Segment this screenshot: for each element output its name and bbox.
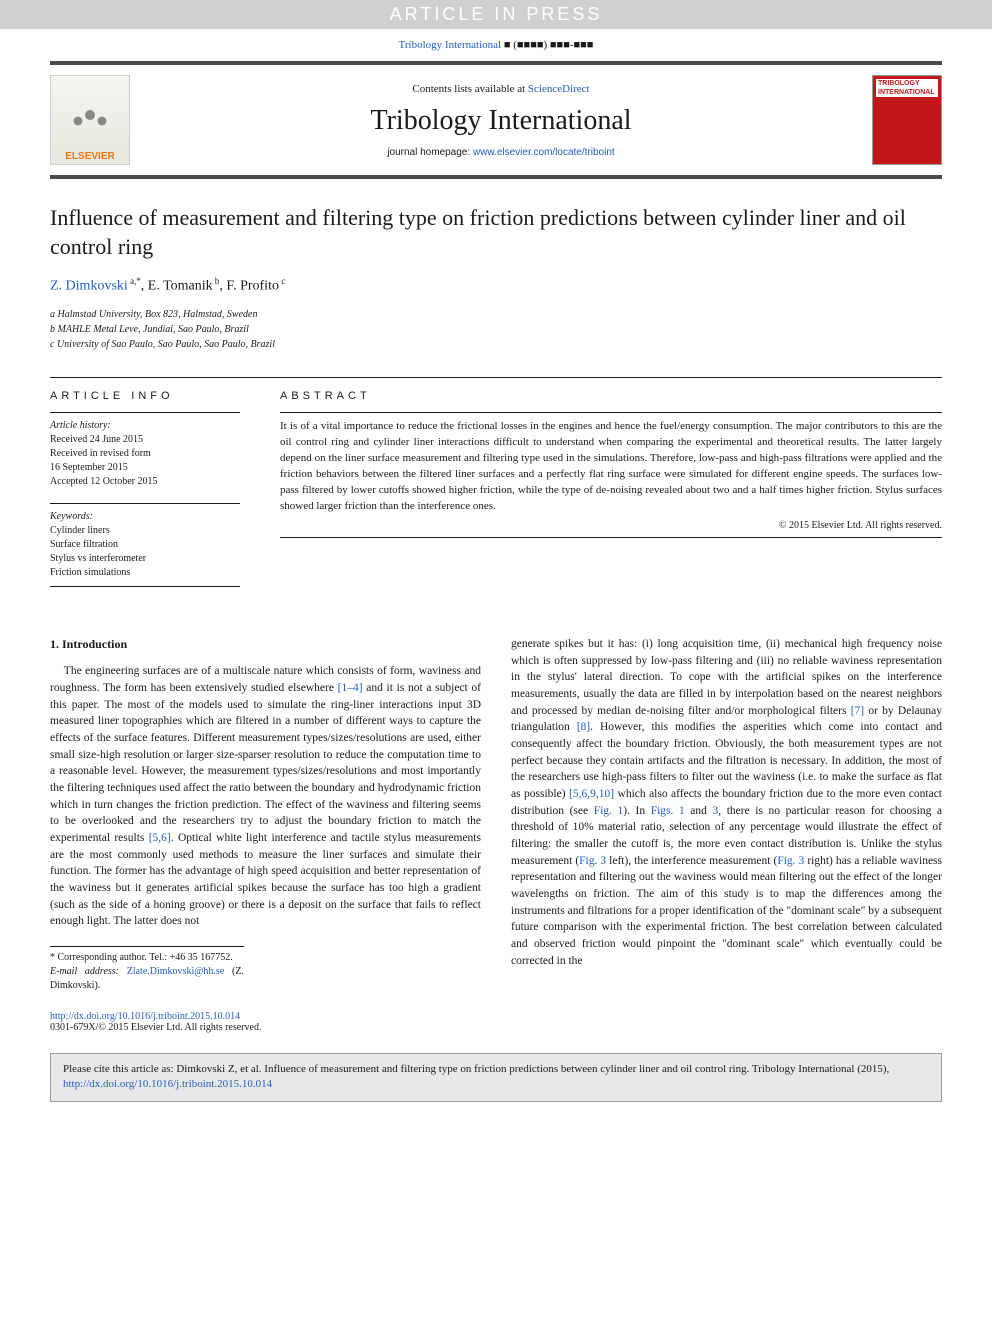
- author-sup-1: a,*: [128, 276, 141, 286]
- author-3: F. Profito: [226, 279, 279, 294]
- author-sup-2: b: [213, 276, 220, 286]
- cover-title-1: TRIBOLOGY: [876, 79, 938, 88]
- section-heading-1: 1. Introduction: [50, 636, 481, 653]
- history-line-4: Accepted 12 October 2015: [50, 475, 240, 489]
- body-col-right: generate spikes but it has: (i) long acq…: [511, 636, 942, 993]
- header-center: Contents lists available at ScienceDirec…: [130, 83, 872, 158]
- email-label: E-mail address:: [50, 966, 127, 977]
- elsevier-logo: ELSEVIER: [50, 75, 130, 165]
- homepage-link[interactable]: www.elsevier.com/locate/triboint: [473, 147, 615, 158]
- figs-1-link[interactable]: Figs. 1: [651, 805, 685, 817]
- fig-1-link-a[interactable]: Fig. 1: [594, 805, 624, 817]
- article-info-col: ARTICLE INFO Article history: Received 2…: [50, 378, 260, 601]
- ref-5-6-9-10[interactable]: [5,6,9,10]: [569, 788, 614, 800]
- author-link-1[interactable]: Z. Dimkovski: [50, 279, 128, 294]
- keyword-2: Surface filtration: [50, 538, 240, 552]
- affiliation-a: a Halmstad University, Box 823, Halmstad…: [50, 307, 942, 322]
- top-citation: Tribology International ■ (■■■■) ■■■-■■■: [0, 29, 992, 61]
- history-line-2: Received in revised form: [50, 447, 240, 461]
- abstract-copyright: © 2015 Elsevier Ltd. All rights reserved…: [280, 520, 942, 538]
- keywords-label: Keywords:: [50, 510, 240, 524]
- history-line-3: 16 September 2015: [50, 461, 240, 475]
- affiliation-c: c University of Sao Paulo, Sao Paulo, Sa…: [50, 337, 942, 352]
- top-citation-ref: ■ (■■■■) ■■■-■■■: [504, 39, 594, 51]
- elsevier-name: ELSEVIER: [65, 151, 114, 162]
- press-banner: ARTICLE IN PRESS: [0, 0, 992, 29]
- affiliations: a Halmstad University, Box 823, Halmstad…: [50, 307, 942, 352]
- fig-3-link-a[interactable]: 3: [713, 805, 719, 817]
- cover-title-2: INTERNATIONAL: [876, 88, 938, 97]
- top-citation-link[interactable]: Tribology International: [399, 39, 502, 51]
- email-line: E-mail address: Zlate.Dimkovski@hh.se (Z…: [50, 965, 244, 993]
- citation-text: Please cite this article as: Dimkovski Z…: [63, 1063, 889, 1075]
- body-columns: 1. Introduction The engineering surfaces…: [50, 636, 942, 993]
- author-2: E. Tomanik: [148, 279, 213, 294]
- journal-cover-icon: TRIBOLOGY INTERNATIONAL: [872, 75, 942, 165]
- article-title: Influence of measurement and filtering t…: [50, 204, 942, 261]
- history-section: Article history: Received 24 June 2015 R…: [50, 412, 240, 489]
- ref-1-4[interactable]: [1–4]: [338, 682, 363, 694]
- footnotes: * Corresponding author. Tel.: +46 35 167…: [50, 946, 244, 993]
- issn-line: 0301-679X/© 2015 Elsevier Ltd. All right…: [50, 1022, 942, 1033]
- contents-line: Contents lists available at ScienceDirec…: [130, 83, 872, 95]
- homepage-prefix: journal homepage:: [387, 147, 473, 158]
- keyword-3: Stylus vs interferometer: [50, 552, 240, 566]
- affiliation-b: b MAHLE Metal Leve, Jundiai, Sao Paulo, …: [50, 322, 942, 337]
- citation-doi-link[interactable]: http://dx.doi.org/10.1016/j.triboint.201…: [63, 1078, 272, 1090]
- contents-prefix: Contents lists available at: [412, 83, 527, 95]
- body-col-left: 1. Introduction The engineering surfaces…: [50, 636, 481, 993]
- history-label: Article history:: [50, 419, 240, 433]
- article: Influence of measurement and filtering t…: [0, 179, 992, 1003]
- info-abstract-row: ARTICLE INFO Article history: Received 2…: [50, 377, 942, 601]
- abstract-text: It is of a vital importance to reduce th…: [280, 412, 942, 515]
- doi-link[interactable]: http://dx.doi.org/10.1016/j.triboint.201…: [50, 1011, 240, 1022]
- body-para-2: generate spikes but it has: (i) long acq…: [511, 636, 942, 969]
- elsevier-tree-icon: [60, 91, 120, 151]
- keyword-1: Cylinder liners: [50, 524, 240, 538]
- ref-8[interactable]: [8]: [577, 721, 590, 733]
- article-info-heading: ARTICLE INFO: [50, 390, 240, 402]
- header-box: ELSEVIER Contents lists available at Sci…: [50, 61, 942, 179]
- sciencedirect-link[interactable]: ScienceDirect: [528, 83, 590, 95]
- email-link[interactable]: Zlate.Dimkovski@hh.se: [127, 966, 225, 977]
- fig-3-left-link[interactable]: Fig. 3: [579, 855, 606, 867]
- abstract-col: ABSTRACT It is of a vital importance to …: [260, 378, 942, 601]
- corresponding-author: * Corresponding author. Tel.: +46 35 167…: [50, 951, 244, 965]
- body-para-1: The engineering surfaces are of a multis…: [50, 663, 481, 930]
- keyword-4: Friction simulations: [50, 566, 240, 580]
- journal-title: Tribology International: [130, 105, 872, 137]
- ref-5-6-a[interactable]: [5,6]: [149, 832, 171, 844]
- doi-block: http://dx.doi.org/10.1016/j.triboint.201…: [0, 1011, 992, 1033]
- keywords-section: Keywords: Cylinder liners Surface filtra…: [50, 503, 240, 587]
- history-line-1: Received 24 June 2015: [50, 433, 240, 447]
- abstract-heading: ABSTRACT: [280, 390, 942, 402]
- homepage-line: journal homepage: www.elsevier.com/locat…: [130, 147, 872, 158]
- ref-7[interactable]: [7]: [851, 705, 864, 717]
- author-sup-3: c: [279, 276, 285, 286]
- fig-3-right-link[interactable]: Fig. 3: [777, 855, 804, 867]
- authors: Z. Dimkovski a,*, E. Tomanik b, F. Profi…: [50, 276, 942, 295]
- press-banner-text: ARTICLE IN PRESS: [390, 4, 603, 24]
- citation-box: Please cite this article as: Dimkovski Z…: [50, 1053, 942, 1102]
